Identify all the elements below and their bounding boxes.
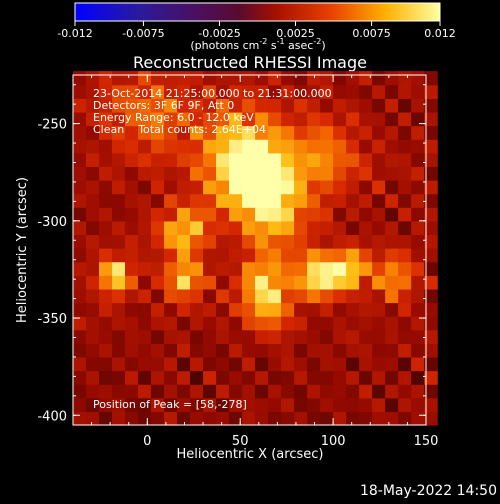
footer-date: 18-May-2022 14:50: [360, 483, 497, 499]
x-tick-label: 150: [414, 434, 439, 449]
y-tick-labels: -250 -300 -350 -400: [37, 118, 67, 425]
colorbar-tick-label: 0.0025: [276, 27, 315, 40]
colorbar-units: (photons cm-2 s-1 asec-2): [190, 37, 325, 52]
colorbar-tick-label: 0.012: [424, 27, 456, 40]
y-tick-label: -300: [37, 215, 67, 230]
colorbar: [74, 2, 441, 22]
y-tick-label: -250: [37, 118, 67, 133]
reconstructed-image: [73, 71, 438, 426]
x-tick-label: 0: [143, 434, 151, 449]
annotation-peak: Position of Peak = [58,-278]: [93, 398, 247, 411]
x-tick-label: 100: [321, 434, 346, 449]
colorbar-tick-label: -0.012: [57, 27, 92, 40]
annotation-detectors: Detectors: 3F 6F 9F, Att 0: [93, 99, 234, 112]
annotation-time: 23-Oct-2014 21:25:00.000 to 21:31:00.000: [93, 87, 332, 100]
x-tick-label: 50: [232, 434, 249, 449]
y-axis-label: Heliocentric Y (arcsec): [15, 177, 30, 323]
colorbar-tick-label: 0.0075: [352, 27, 391, 40]
axis-ticks: [73, 75, 427, 425]
x-axis-label: Heliocentric X (arcsec): [177, 447, 324, 462]
y-tick-label: -350: [37, 312, 67, 327]
plot-frame: [72, 74, 427, 426]
colorbar-tick-label: -0.0075: [122, 27, 164, 40]
x-tick-labels: 0 50 100 150: [143, 434, 438, 449]
annotation-clean: Clean Total counts: 2.64E+04: [93, 123, 266, 136]
annotation-energy: Energy Range: 6.0 - 12.0 keV: [93, 111, 254, 124]
colorbar-tick-label: -0.0025: [198, 27, 240, 40]
figure-title: Reconstructed RHESSI Image: [133, 53, 367, 72]
colorbar-ticks: -0.012 -0.0075 -0.0025 0.0025 0.0075 0.012: [57, 21, 456, 40]
y-tick-label: -400: [37, 409, 67, 424]
